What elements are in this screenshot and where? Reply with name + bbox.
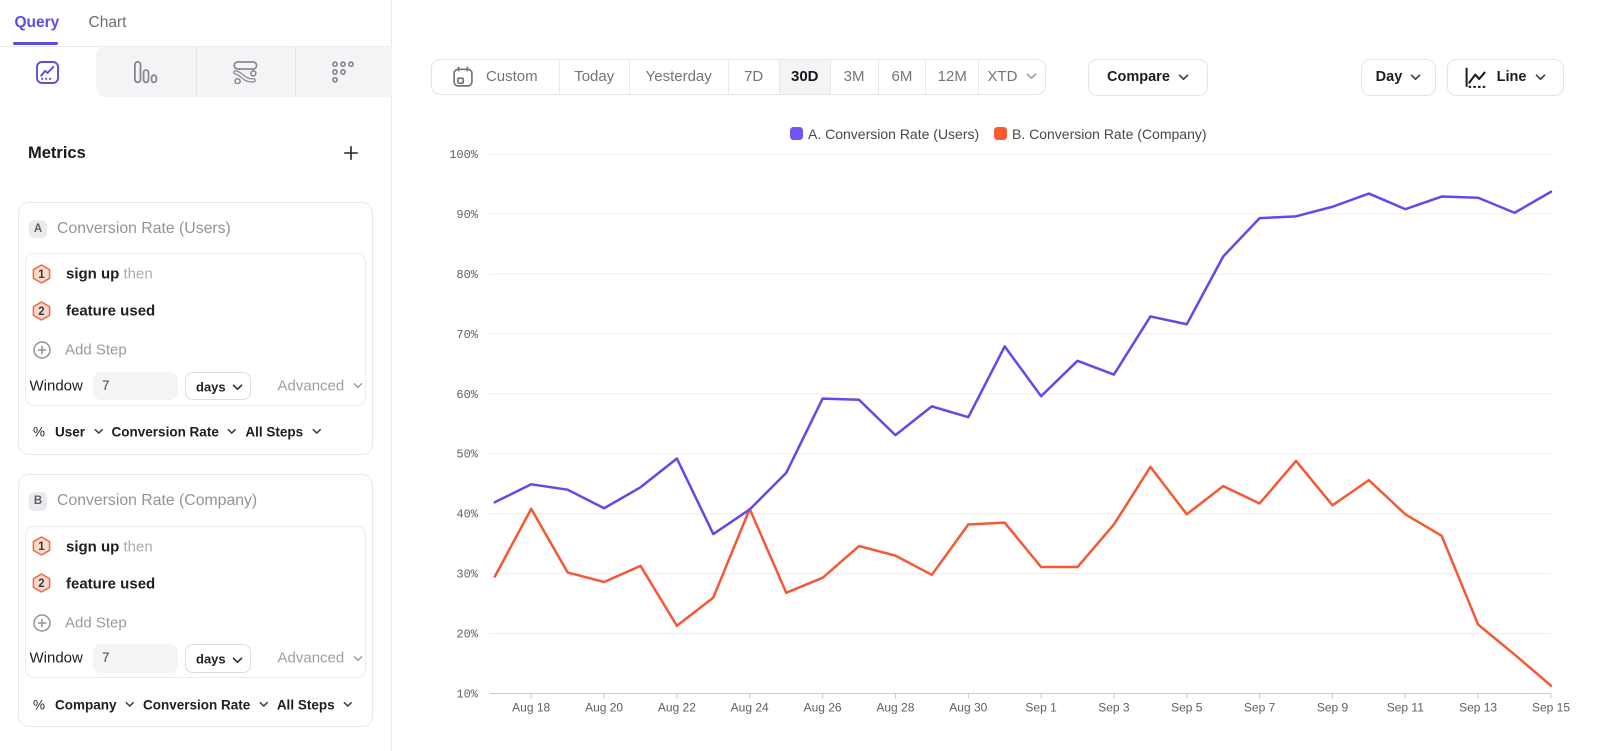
- svg-text:Sep 9: Sep 9: [1317, 701, 1349, 715]
- svg-text:Sep 13: Sep 13: [1459, 701, 1497, 715]
- svg-text:Sep 1: Sep 1: [1025, 701, 1057, 715]
- svg-text:20%: 20%: [456, 628, 478, 642]
- svg-text:Sep 5: Sep 5: [1171, 701, 1203, 715]
- svg-text:30%: 30%: [456, 568, 478, 582]
- svg-text:1: 1: [39, 541, 46, 553]
- svg-text:100%: 100%: [449, 148, 479, 162]
- svg-text:Sep 11: Sep 11: [1387, 701, 1424, 715]
- svg-text:80%: 80%: [456, 268, 478, 282]
- svg-text:Aug 20: Aug 20: [585, 701, 623, 715]
- svg-text:2: 2: [39, 578, 45, 590]
- svg-text:Aug 28: Aug 28: [876, 701, 914, 715]
- svg-text:Aug 30: Aug 30: [949, 701, 987, 715]
- svg-text:Aug 24: Aug 24: [731, 701, 769, 715]
- svg-text:1: 1: [39, 269, 46, 281]
- svg-text:70%: 70%: [456, 328, 478, 342]
- svg-text:Sep 3: Sep 3: [1098, 701, 1130, 715]
- svg-text:40%: 40%: [456, 508, 478, 522]
- svg-text:Sep 15: Sep 15: [1532, 701, 1570, 715]
- svg-text:Aug 18: Aug 18: [512, 701, 550, 715]
- svg-text:Aug 26: Aug 26: [804, 701, 842, 715]
- svg-text:10%: 10%: [456, 688, 478, 702]
- svg-text:Sep 7: Sep 7: [1244, 701, 1276, 715]
- svg-text:90%: 90%: [456, 208, 478, 222]
- svg-text:Aug 22: Aug 22: [658, 701, 696, 715]
- svg-text:60%: 60%: [456, 388, 478, 402]
- svg-text:50%: 50%: [456, 448, 478, 462]
- svg-text:2: 2: [39, 306, 45, 318]
